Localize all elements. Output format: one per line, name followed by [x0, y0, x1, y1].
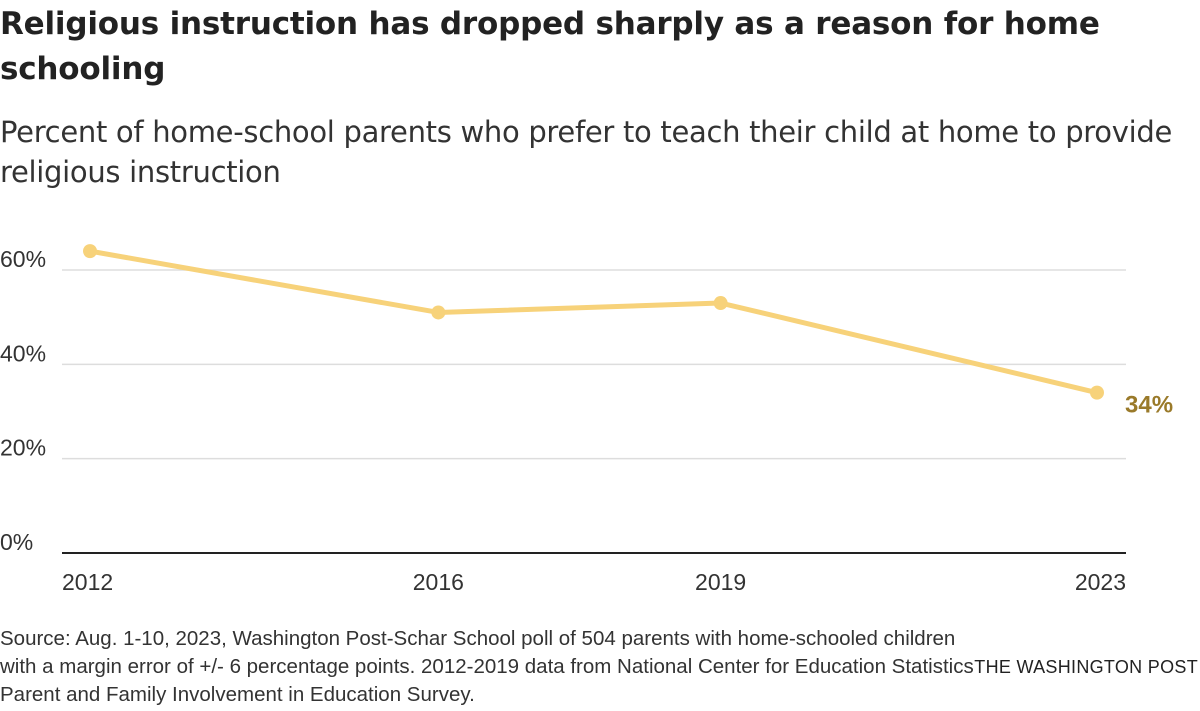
- y-tick-label-20: 20%: [0, 435, 46, 461]
- y-axis-labels: 0% 20% 40% 60%: [0, 246, 46, 555]
- y-tick-label-40: 40%: [0, 340, 46, 366]
- source-note: Source: Aug. 1-10, 2023, Washington Post…: [0, 627, 974, 706]
- data-point-2012: [83, 244, 97, 259]
- y-tick-label-60: 60%: [0, 246, 46, 272]
- x-tick-label-2019: 2019: [695, 569, 746, 595]
- x-tick-label-2023: 2023: [1075, 569, 1126, 595]
- x-axis-labels: 2012 2016 2019 2023: [62, 569, 1126, 595]
- publisher-credit: THE WASHINGTON POST: [974, 657, 1198, 677]
- chart-title: Religious instruction has dropped sharpl…: [0, 6, 1100, 87]
- data-point-2019: [713, 296, 728, 311]
- gridlines: [62, 269, 1126, 460]
- y-tick-label-0: 0%: [0, 529, 33, 555]
- data-point-2016: [431, 305, 446, 320]
- chart-subtitle: Percent of home-school parents who prefe…: [0, 115, 1172, 189]
- data-point-2023: [1090, 385, 1104, 400]
- data-series: [83, 244, 1104, 400]
- end-value-label: 34%: [1125, 392, 1173, 419]
- x-tick-label-2016: 2016: [413, 569, 464, 595]
- x-tick-label-2012: 2012: [62, 569, 113, 595]
- series-line: [87, 248, 1100, 396]
- data-labels: 34%: [1125, 392, 1173, 419]
